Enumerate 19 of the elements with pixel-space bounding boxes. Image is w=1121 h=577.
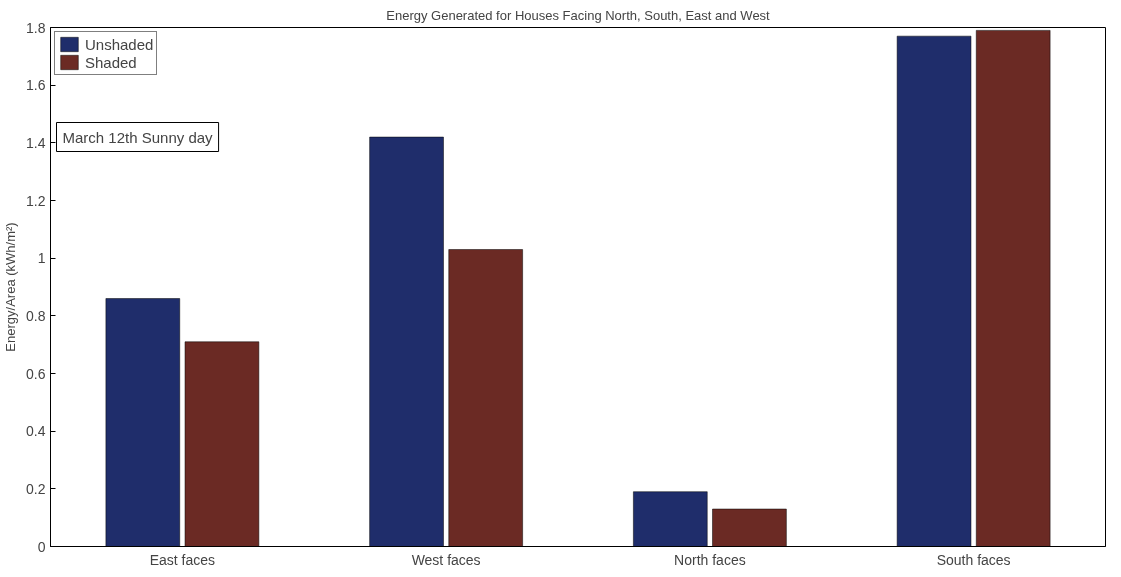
x-tick-label: West faces <box>411 551 481 568</box>
y-tick-label: 0.8 <box>26 307 46 324</box>
y-tick-label: 1.2 <box>26 192 46 209</box>
y-tick-label: 1.4 <box>26 134 46 151</box>
legend-label: Shaded <box>85 53 137 71</box>
x-tick-label: East faces <box>149 551 216 568</box>
y-axis-title: Energy/Area (kWh/m²) <box>3 222 19 352</box>
y-tick-label: 1.6 <box>26 77 46 94</box>
legend-label: Unshaded <box>85 35 154 53</box>
y-tick-label: 0 <box>37 538 46 555</box>
y-tick-label: 0.2 <box>26 480 46 497</box>
y-tick-label: 0.6 <box>26 365 46 382</box>
x-tick-label: North faces <box>674 551 746 568</box>
y-tick-label: 1 <box>37 250 46 267</box>
x-tick-label: South faces <box>936 551 1011 568</box>
chart-title: Energy Generated for Houses Facing North, South, East and West <box>386 7 771 23</box>
y-tick-label: 1.8 <box>26 19 46 36</box>
y-tick-label: 0.4 <box>26 423 46 440</box>
annotation: March 12th Sunny day <box>62 128 214 146</box>
